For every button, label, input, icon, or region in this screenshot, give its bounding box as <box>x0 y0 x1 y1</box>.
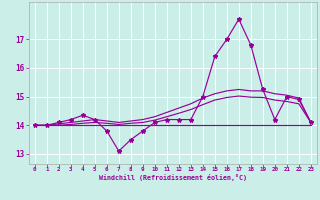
X-axis label: Windchill (Refroidissement éolien,°C): Windchill (Refroidissement éolien,°C) <box>99 174 247 181</box>
